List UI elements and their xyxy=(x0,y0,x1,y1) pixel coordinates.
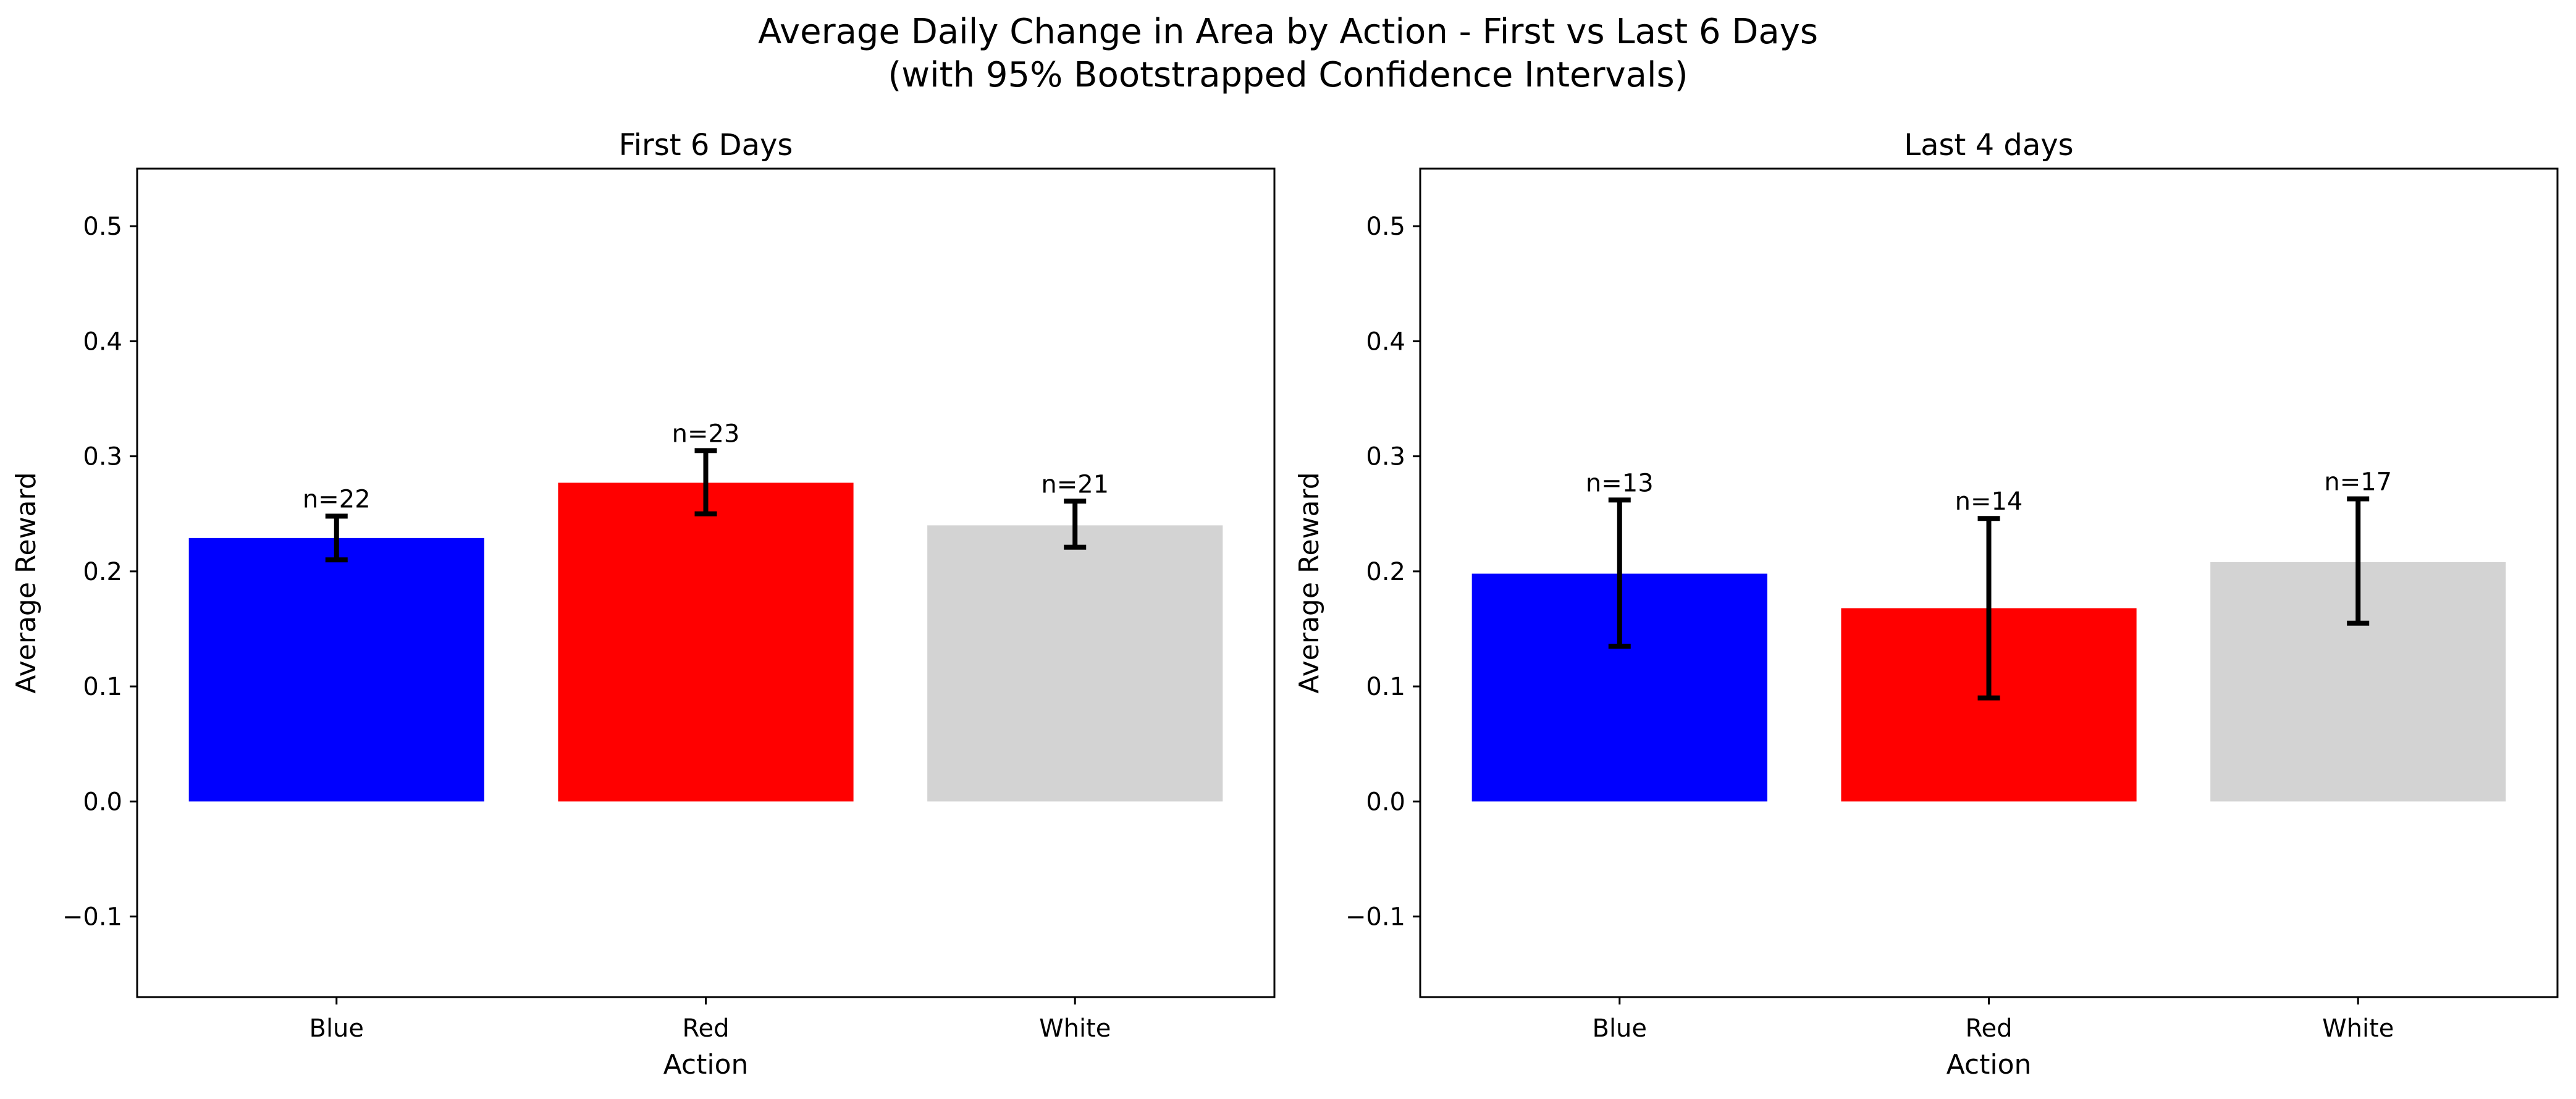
chart-0-bar-label-blue: n=22 xyxy=(303,485,371,513)
chart-0-xtick-label-red: Red xyxy=(683,1014,730,1043)
chart-1-ytick-label: 0.0 xyxy=(1366,788,1405,816)
figure-title-line1: Average Daily Change in Area by Action -… xyxy=(758,12,1818,52)
chart-0-bar-blue xyxy=(188,537,484,802)
chart-1-xtick-label-blue: Blue xyxy=(1593,1014,1648,1043)
chart-1-xtick-label-red: Red xyxy=(1966,1014,2013,1043)
chart-0-ylabel: Average Reward xyxy=(11,472,42,694)
chart-0-bar-label-red: n=23 xyxy=(672,419,740,448)
chart-0-ytick-label: 0.1 xyxy=(83,673,122,701)
chart-1-xlabel: Action xyxy=(1947,1049,2032,1080)
chart-1-bar-label-white: n=17 xyxy=(2324,468,2392,497)
chart-1-ytick-label: −0.1 xyxy=(1345,903,1405,932)
chart-0-ytick-label: 0.2 xyxy=(83,558,122,586)
chart-1-errorbar-red xyxy=(1977,516,2000,701)
chart-first-6-days: n=22 n=23 n=21 −0.1 0.0 0.1 0.2 0.3 0.4 0.5 Blue Re… xyxy=(11,128,1276,1080)
chart-0-ytick-label: 0.4 xyxy=(83,327,122,356)
chart-0-xlabel: Action xyxy=(663,1049,749,1080)
chart-1-ytick-label: 0.2 xyxy=(1366,558,1405,586)
chart-0-ytick-label: 0.3 xyxy=(83,443,122,471)
chart-0-title: First 6 Days xyxy=(619,128,793,162)
chart-1-bar-label-red: n=14 xyxy=(1955,487,2023,516)
figure-title-line2: (with 95% Bootstrapped Confidence Interv… xyxy=(888,55,1688,95)
chart-1-title: Last 4 days xyxy=(1904,128,2073,162)
chart-1-xtick-label-white: White xyxy=(2322,1014,2394,1043)
chart-0-bar-label-white: n=21 xyxy=(1041,470,1109,499)
chart-0-bar-white xyxy=(927,525,1223,802)
chart-0-bar-red xyxy=(558,482,854,802)
chart-0-errorbar-blue xyxy=(325,513,348,563)
chart-0-xtick-label-blue: Blue xyxy=(309,1014,364,1043)
chart-0-errorbar-red xyxy=(694,448,717,516)
chart-1-ytick-label: 0.5 xyxy=(1366,213,1405,241)
chart-1-ytick-label: 0.4 xyxy=(1366,327,1405,356)
chart-0-errorbar-white xyxy=(1064,499,1087,550)
chart-1-errorbar-white xyxy=(2347,496,2370,626)
chart-0-xtick-label-white: White xyxy=(1039,1014,1111,1043)
chart-1-ytick-label: 0.3 xyxy=(1366,443,1405,471)
chart-1-bar-label-blue: n=13 xyxy=(1586,469,1654,497)
chart-1-errorbar-blue xyxy=(1608,497,1631,649)
chart-0-ytick-label: 0.5 xyxy=(83,213,122,241)
chart-last-4-days: n=13 n=14 n=17 −0.1 0.0 0.1 0.2 0.3 0.4 0.5 Blue Re… xyxy=(1294,128,2559,1080)
chart-0-ytick-label: −0.1 xyxy=(62,903,122,932)
chart-0-ytick-label: 0.0 xyxy=(83,788,122,816)
chart-1-ytick-label: 0.1 xyxy=(1366,673,1405,701)
chart-1-ylabel: Average Reward xyxy=(1294,472,1325,694)
